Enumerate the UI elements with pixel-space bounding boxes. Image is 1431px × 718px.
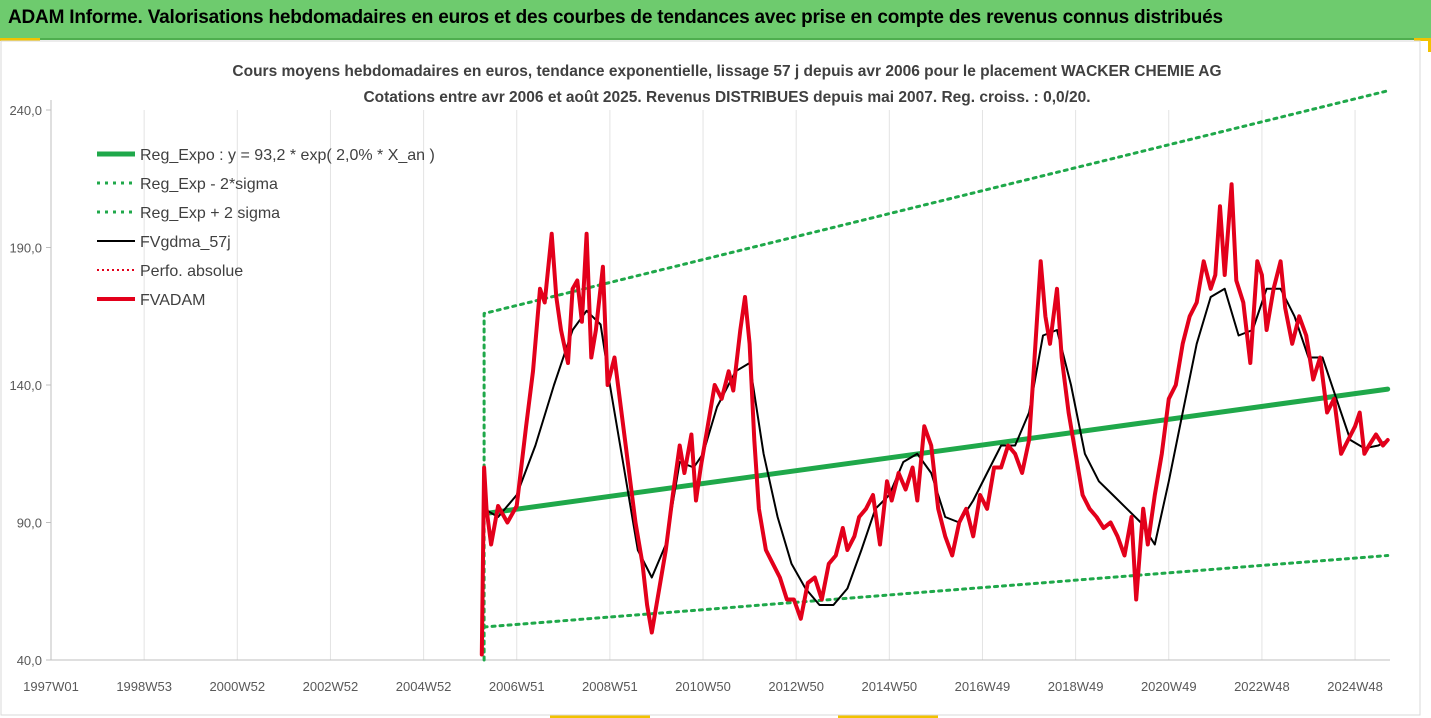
- x-tick-label: 2006W51: [489, 679, 545, 694]
- legend-label: Reg_Expo : y = 93,2 * exp( 2,0% * X_an ): [140, 147, 435, 164]
- x-tick-label: 2004W52: [396, 679, 452, 694]
- x-tick-label: 2008W51: [582, 679, 638, 694]
- series-line-reg-exp-2-sigma: [482, 89, 1390, 662]
- x-tick-label: 2012W50: [768, 679, 824, 694]
- corner-mark-right-vertical: [1428, 38, 1431, 52]
- x-tick-label: 2002W52: [303, 679, 359, 694]
- x-tick-label: 2020W49: [1141, 679, 1197, 694]
- y-tick-label: 240,0: [9, 103, 42, 118]
- x-tick-label: 2018W49: [1048, 679, 1104, 694]
- bottom-mark-left: [550, 715, 650, 718]
- axes: 1997W01 1998W53 2000W52 2002W52 2004W52 2006W…: [9, 100, 1390, 694]
- corner-mark-right: [1414, 38, 1431, 41]
- y-tick-label: 40,0: [17, 653, 42, 668]
- x-tick-label: 2022W48: [1234, 679, 1290, 694]
- x-tick-label: 2024W48: [1327, 679, 1383, 694]
- x-tick-label: 2000W52: [209, 679, 265, 694]
- grid: [50, 110, 1356, 660]
- report-banner: ADAM Informe. Valorisations hebdomadaire…: [0, 0, 1431, 40]
- chart-border: [0, 40, 1421, 716]
- chart-subtitle: Cotations entre avr 2006 et août 2025. R…: [363, 89, 1090, 106]
- x-tick-label: 2014W50: [862, 679, 918, 694]
- x-tick-label: 1997W01: [23, 679, 79, 694]
- legend-label: Reg_Exp - 2*sigma: [140, 176, 278, 193]
- y-tick-label: 190,0: [9, 241, 42, 256]
- bottom-mark-right: [838, 715, 938, 718]
- legend-label: Reg_Exp + 2 sigma: [140, 205, 280, 222]
- series-line-fvadam: [479, 182, 1390, 657]
- corner-mark-left: [0, 38, 40, 41]
- x-tick-label: 2016W49: [955, 679, 1011, 694]
- chart-title: Cours moyens hebdomadaires en euros, ten…: [232, 63, 1221, 80]
- legend: Reg_Expo : y = 93,2 * exp( 2,0% * X_an )…: [97, 147, 435, 309]
- chart: Cours moyens hebdomadaires en euros, ten…: [0, 40, 1421, 716]
- y-tick-label: 90,0: [17, 516, 42, 531]
- series-line-fvgdma-57j: [483, 287, 1389, 606]
- legend-label: FVADAM: [140, 292, 205, 309]
- legend-label: FVgdma_57j: [140, 234, 231, 251]
- report-title: ADAM Informe. Valorisations hebdomadaire…: [8, 7, 1223, 28]
- x-tick-label: 1998W53: [116, 679, 172, 694]
- series-line-reg-expo-y-93-2-exp-2-0-x-an: [481, 386, 1391, 517]
- x-tick-label: 2010W50: [675, 679, 731, 694]
- legend-label: Perfo. absolue: [140, 263, 243, 280]
- series: [479, 89, 1391, 662]
- series-line-reg-exp-2-sigma: [482, 554, 1390, 629]
- y-tick-label: 140,0: [9, 378, 42, 393]
